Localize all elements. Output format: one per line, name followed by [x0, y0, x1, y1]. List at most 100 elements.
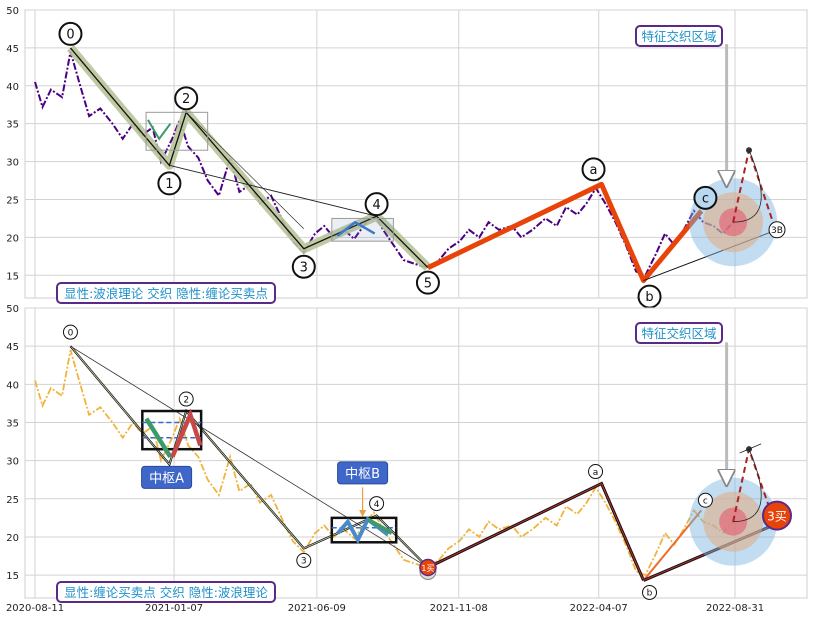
wave-marker: 2 [178, 391, 194, 407]
bottom-annotation-text: 特征交织区域 [641, 326, 716, 341]
third-buy-marker: 3买 [762, 500, 792, 531]
wave-marker: c [697, 492, 713, 508]
y-tick-label: 15 [6, 571, 19, 582]
y-tick-label: 15 [6, 271, 19, 282]
y-tick-label: 45 [6, 44, 19, 55]
wave-marker-circle [364, 192, 389, 217]
wave-marker-circle [693, 185, 718, 210]
zhongshu-label-text: 中枢B [345, 467, 380, 482]
wave-marker-label: 0 [68, 328, 74, 338]
trend-line [169, 164, 377, 217]
wave-marker-circle [369, 496, 385, 512]
bottom-y-tick-labels: 15 20 25 30 35 40 45 50 [6, 304, 19, 582]
abc-line [426, 181, 704, 284]
third-buy-circle [762, 500, 792, 531]
wave-marker: 2 [174, 86, 199, 111]
wave-marker-label: 2 [183, 395, 189, 405]
abc-line-inner [427, 482, 644, 581]
zhongshu-label: 中枢B [337, 461, 389, 485]
wave-marker-circle [642, 584, 658, 600]
top-annotation-text: 特征交织区域 [641, 29, 716, 44]
zhongshu-stroke [170, 408, 203, 458]
top-annotation-box: 特征交织区域 [635, 25, 723, 47]
third-buy-label: 3买 [767, 510, 787, 524]
y-tick-label: 30 [6, 457, 19, 468]
y-tick-label: 20 [6, 233, 19, 244]
buy-marker: 1买 [419, 558, 437, 580]
y-tick-label: 40 [6, 380, 19, 391]
bottom-overlay: 中枢A 中枢B [69, 342, 783, 582]
bottom-title-text: 显性:缠论买卖点 交织 隐性:波浪理论 [64, 585, 268, 600]
zhongshu-a-box [141, 409, 203, 451]
wave-marker-circle [174, 86, 199, 111]
zhongshu-label: 中枢A [141, 465, 193, 489]
wave-marker: a [588, 464, 604, 480]
bottom-title-box: 显性:缠论买卖点 交织 隐性:波浪理论 [56, 581, 276, 603]
wave-marker-label: a [593, 468, 599, 478]
wave-marker: b [637, 284, 662, 309]
buy-marker-label: 1买 [421, 564, 434, 573]
x-tick-label: 2022-04-07 [570, 603, 628, 614]
wave-marker-label: 5 [424, 276, 432, 291]
abc-c-line [642, 509, 703, 582]
y-tick-label: 25 [6, 495, 19, 506]
wave-marker: 0 [58, 21, 83, 46]
wave-marker: 1 [157, 171, 182, 196]
wave-marker-circle [415, 270, 440, 295]
top-y-tick-labels: 15 20 25 30 35 40 45 50 [6, 6, 19, 282]
zhongshu-label-text: 中枢A [149, 471, 184, 486]
zhongshu-box [145, 111, 209, 151]
y-tick-label: 30 [6, 158, 19, 169]
wave-marker-circle [296, 552, 312, 568]
zhongshu-box [331, 217, 394, 242]
top-wave-labels: 0 1 2 3 4 5 a b c 3B [58, 21, 786, 309]
y-tick-label: 50 [6, 304, 19, 315]
wave-marker-label: 1 [165, 177, 173, 192]
wave-marker: a [581, 157, 606, 182]
wave-marker: 4 [364, 192, 389, 217]
zhongshu-b-box [330, 516, 398, 544]
wave-marker-label: 3B [771, 226, 783, 236]
wave-marker-circle [157, 171, 182, 196]
wave-marker-circle [58, 21, 83, 46]
bottom-annotation-box: 特征交织区域 [635, 322, 723, 344]
wave-marker-label: 3 [301, 557, 307, 567]
y-tick-label: 25 [6, 195, 19, 206]
wave-marker: b [642, 584, 658, 600]
wave-marker-label: 4 [374, 500, 380, 510]
bottom-panel: 15 20 25 30 35 40 45 50 中枢A 中枢B 0 2 3 4 1买 a b c 3买 显性:缠… [6, 304, 808, 603]
zhongshu-label-bg [141, 465, 193, 489]
x-tick-label: 2021-11-08 [430, 603, 488, 614]
wave-marker-circle [178, 391, 194, 407]
wave-marker-circle [291, 254, 316, 279]
bottom-plot-area [24, 307, 808, 599]
wave-marker-circle [62, 324, 78, 340]
trend-line [70, 345, 429, 568]
zhongshu-label-bg [337, 461, 389, 485]
trend-line [185, 112, 305, 229]
y-tick-label: 35 [6, 120, 19, 131]
y-tick-label: 50 [6, 6, 19, 17]
wave-marker-label: 3 [300, 260, 308, 275]
wave-marker-label: 4 [372, 198, 380, 213]
x-tick-label: 2021-01-07 [145, 603, 203, 614]
wave-marker-label: b [647, 589, 653, 599]
y-tick-label: 35 [6, 418, 19, 429]
wave-marker-circle [588, 464, 604, 480]
x-tick-label: 2020-08-11 [6, 603, 64, 614]
price-line [34, 349, 734, 577]
wave-line-inner [70, 345, 429, 568]
y-tick-label: 20 [6, 533, 19, 544]
wave-marker-label: a [590, 163, 598, 178]
arc-line [739, 443, 762, 454]
wave-marker-label: 2 [182, 92, 190, 107]
arc-line [733, 449, 762, 523]
x-tick-label: 2021-06-09 [288, 603, 346, 614]
wave-marker-label: c [702, 192, 709, 207]
buy-marker-circle [419, 558, 437, 577]
wave-marker: 5 [415, 270, 440, 295]
zhongshu-stroke [144, 417, 173, 459]
wave-marker: 4 [369, 496, 385, 512]
